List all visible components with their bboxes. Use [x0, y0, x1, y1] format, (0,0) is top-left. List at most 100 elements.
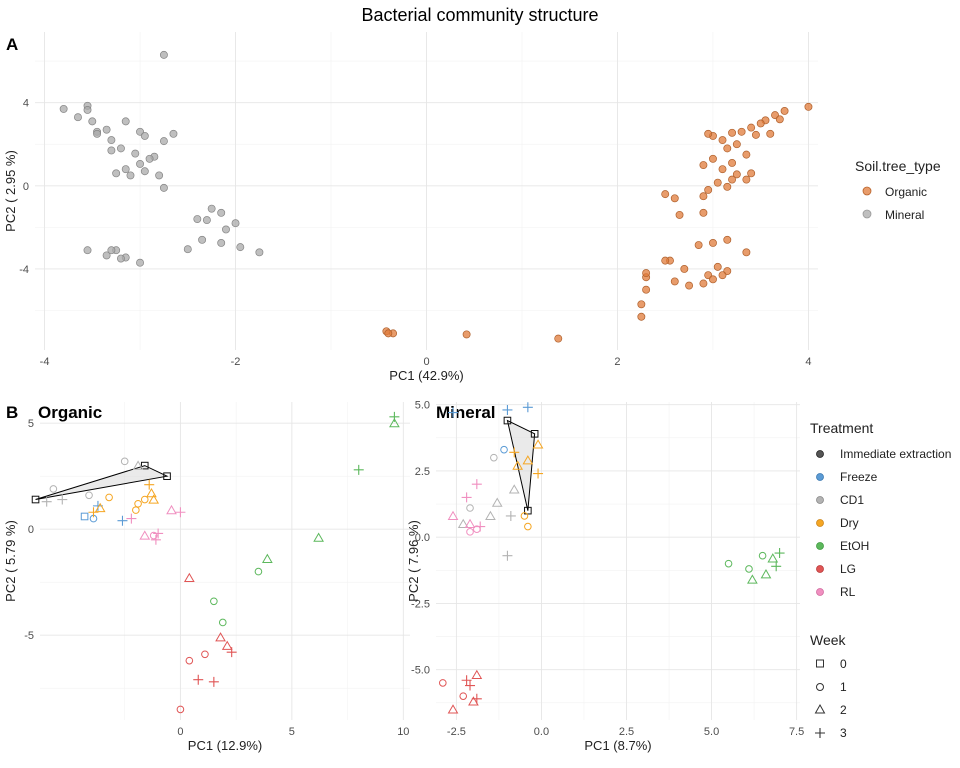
data-point: [255, 248, 264, 257]
data-point: [121, 165, 130, 174]
data-point: [699, 208, 708, 217]
grid-lines: [35, 32, 818, 350]
data-point-week-3: [771, 561, 782, 572]
legend-key-week-3: [815, 728, 825, 738]
data-point: [742, 175, 751, 184]
data-point-week-3: [117, 515, 128, 526]
data-point: [74, 113, 82, 122]
data-point-week-3: [471, 479, 482, 490]
data-point: [747, 123, 756, 132]
data-point: [723, 182, 732, 191]
data-point: [675, 210, 684, 219]
data-point-week-1: [500, 445, 508, 454]
data-point: [102, 251, 111, 260]
week-legend: Week 0 1 2 3: [810, 632, 847, 740]
data-point-week-2: [148, 494, 160, 504]
legend-label-etoh: EtOH: [840, 539, 869, 553]
data-point-week-1: [201, 650, 209, 659]
x-axis-label: PC1 (8.7%): [584, 738, 651, 753]
data-point-week-1: [185, 656, 194, 665]
data-point-week-2: [389, 417, 400, 428]
data-point-week-3: [533, 468, 544, 479]
data-point-week-2: [457, 518, 469, 528]
data-point: [704, 129, 713, 138]
data-point-week-3: [461, 675, 472, 686]
data-point: [145, 154, 154, 163]
data-point-week-2: [512, 460, 524, 470]
data-point: [140, 167, 149, 176]
data-point-week-1: [724, 559, 733, 568]
data-point-week-3: [502, 404, 513, 415]
y-tick-label: 5: [28, 418, 34, 430]
data-point-week-3: [144, 479, 155, 490]
data-point-week-2: [132, 460, 144, 470]
data-point-week-1: [49, 485, 58, 493]
data-point-week-3: [522, 402, 533, 413]
y-tick-label: -4: [19, 264, 29, 276]
series-dry: [509, 439, 544, 531]
x-tick-label: 10: [397, 726, 409, 738]
data-point-week-1: [459, 692, 468, 700]
data-point: [732, 170, 741, 179]
legend-label-organic: Organic: [885, 185, 927, 199]
panel-a-label: A: [6, 35, 18, 54]
data-point: [718, 136, 727, 145]
data-point-week-2: [491, 497, 503, 507]
data-point: [136, 160, 144, 168]
data-point: [112, 169, 121, 178]
x-axis-label: PC1 (12.9%): [188, 738, 262, 753]
data-point: [699, 192, 708, 201]
data-point-week-1: [134, 499, 142, 508]
data-point-week-3: [471, 693, 482, 704]
data-point-week-0: [163, 472, 171, 480]
data-point: [222, 225, 230, 234]
legend-label-freeze: Freeze: [840, 470, 878, 484]
data-point-week-0: [503, 416, 512, 425]
data-point-week-2: [485, 510, 496, 521]
data-point: [699, 279, 708, 288]
x-tick-label: 7.5: [789, 726, 804, 738]
series-lg: [439, 669, 483, 714]
data-point-week-3: [465, 680, 476, 691]
data-point-week-2: [166, 504, 177, 515]
series-etoh: [210, 411, 400, 627]
data-point: [642, 285, 651, 294]
data-point: [747, 169, 756, 178]
data-point: [723, 144, 732, 153]
x-axis-label: PC1 (42.9%): [389, 368, 463, 383]
data-point: [694, 241, 703, 249]
legend-label-week-0: 0: [840, 657, 847, 671]
series-immediate-extraction: [503, 416, 539, 515]
panel-b-mineral-plot: -2.5 0.0 2.5 5.0 7.5 -5.0 -2.5 0.0 2.5 5.0 PC1 (8.…: [406, 400, 804, 753]
data-point: [116, 254, 125, 263]
y-tick-label: 0: [23, 181, 29, 193]
data-point: [780, 107, 789, 115]
data-point-week-2: [447, 704, 459, 714]
data-point: [107, 136, 116, 145]
week-legend-title: Week: [810, 632, 847, 648]
y-axis-label: PC2 ( 2.95 %): [3, 150, 18, 232]
organic-panel-title: Organic: [38, 403, 102, 422]
data-point: [198, 235, 207, 244]
data-point-week-2: [215, 632, 226, 642]
series-rl: [126, 504, 186, 545]
y-tick-label: -5.0: [411, 665, 430, 677]
data-point: [202, 216, 211, 225]
data-point: [637, 300, 646, 309]
legend-key-organic: [862, 186, 872, 196]
legend-key-etoh: [816, 542, 824, 550]
legend-label-week-2: 2: [840, 703, 847, 717]
data-point-week-2: [767, 553, 779, 563]
data-point: [732, 140, 741, 149]
data-point: [704, 186, 713, 194]
legend-key-week-1: [816, 683, 824, 691]
panel-b-label: B: [6, 403, 18, 422]
data-point: [102, 125, 111, 134]
data-point-week-2: [760, 569, 772, 579]
series-dry: [88, 479, 160, 518]
data-point-week-1: [132, 506, 140, 514]
data-point-week-2: [94, 502, 106, 513]
data-point-week-1: [218, 618, 227, 627]
data-point-week-3: [774, 548, 785, 559]
legend-key-dry: [816, 519, 824, 527]
